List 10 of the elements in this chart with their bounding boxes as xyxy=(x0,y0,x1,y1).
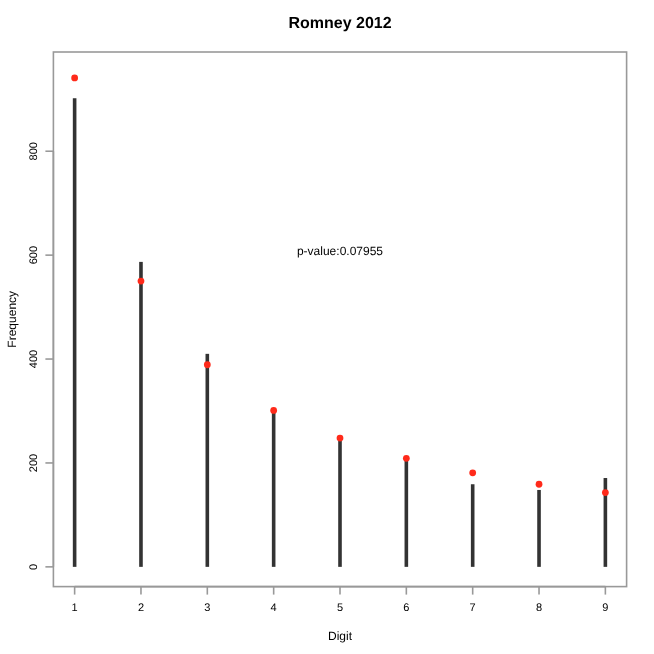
point xyxy=(270,407,278,414)
point xyxy=(137,277,145,285)
point xyxy=(469,469,477,477)
point xyxy=(402,454,410,462)
point xyxy=(601,489,609,496)
point xyxy=(535,480,543,488)
chart-title: Romney 2012 xyxy=(288,14,393,32)
point xyxy=(203,361,211,369)
point xyxy=(71,74,79,82)
point xyxy=(336,434,344,442)
